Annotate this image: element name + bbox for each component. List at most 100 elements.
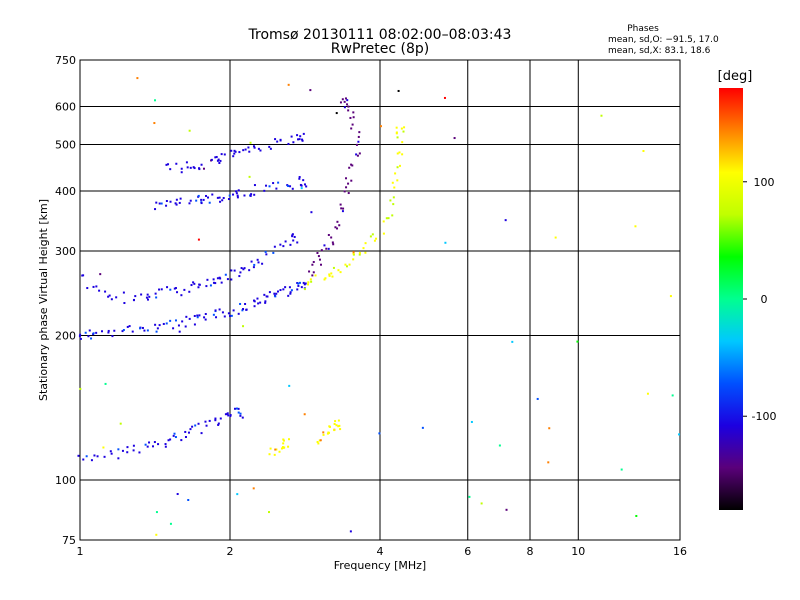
echo-point [242, 268, 245, 271]
echo-point [172, 327, 175, 330]
echo-point [230, 149, 233, 152]
echo-point [349, 116, 352, 119]
echo-point [239, 412, 242, 415]
echo-point [158, 324, 161, 327]
echo-point [167, 163, 170, 166]
echo-point [358, 152, 361, 155]
echo-point [265, 184, 268, 187]
outlier-point [379, 125, 382, 128]
echo-point [278, 450, 281, 453]
echo-point [144, 443, 147, 446]
echo-point [277, 181, 280, 184]
echo-point [132, 298, 135, 301]
echo-point [403, 126, 406, 129]
echo-point [146, 293, 149, 296]
echo-point [115, 296, 118, 299]
echo-point [121, 330, 124, 333]
echo-point [174, 319, 177, 322]
echo-point [358, 251, 361, 254]
echo-point [233, 407, 236, 410]
echo-point [214, 417, 217, 420]
echo-point [326, 432, 329, 435]
x-tick-label: 8 [527, 545, 534, 558]
echo-point [224, 413, 227, 416]
echo-point [328, 273, 331, 276]
echo-point [206, 278, 209, 281]
echo-point [352, 253, 355, 256]
echo-point [339, 203, 342, 206]
echo-point [104, 290, 107, 293]
echo-point [212, 313, 215, 316]
echo-point [327, 431, 330, 434]
echo-point [211, 193, 214, 196]
echo-point [289, 185, 292, 188]
echo-point [241, 416, 244, 419]
echo-point [140, 293, 143, 296]
echo-point [82, 458, 85, 461]
echo-point [227, 312, 230, 315]
echo-point [334, 226, 337, 229]
echo-point [319, 263, 322, 266]
outlier-point [310, 211, 313, 214]
echo-point [222, 197, 225, 200]
echo-point [382, 232, 385, 235]
y-tick-label: 300 [55, 245, 76, 258]
echo-point [196, 316, 199, 319]
echo-point [218, 196, 221, 199]
echo-point [204, 420, 207, 423]
y-tick-label: 200 [55, 330, 76, 343]
echo-point [277, 290, 280, 293]
echo-point [275, 187, 278, 190]
echo-point [86, 287, 89, 290]
echo-point [342, 207, 345, 210]
echo-point [316, 251, 319, 254]
echo-point [134, 295, 137, 298]
echo-point [401, 153, 404, 156]
echo-point [250, 193, 253, 196]
outlier-point [554, 236, 557, 239]
echo-point [396, 166, 399, 169]
echo-point [232, 193, 235, 196]
echo-point [382, 220, 385, 223]
echo-point [346, 103, 349, 106]
echo-point [317, 255, 320, 258]
echo-point [332, 266, 335, 269]
outlier-point [79, 387, 82, 390]
echo-point [350, 179, 353, 182]
outlier-point [268, 511, 271, 514]
echo-point [141, 326, 144, 329]
echo-point [305, 185, 308, 188]
stats-title: Phases [627, 24, 659, 34]
echo-point [248, 150, 251, 153]
outlier-point [468, 495, 471, 498]
echo-point [331, 241, 334, 244]
echo-point [351, 123, 354, 126]
echo-point [110, 452, 113, 455]
echo-point [224, 273, 227, 276]
outlier-point [678, 433, 681, 436]
echo-point [345, 177, 348, 180]
echo-point [398, 151, 401, 154]
colorbar-label: [deg] [718, 69, 753, 84]
echo-series [78, 281, 307, 340]
echo-point [259, 301, 262, 304]
echo-point [319, 439, 322, 442]
echo-series [154, 176, 308, 211]
echo-point [189, 428, 192, 431]
echo-point [364, 242, 367, 245]
echo-point [299, 183, 302, 186]
echo-point [219, 277, 222, 280]
echo-point [179, 197, 182, 200]
echo-point [298, 177, 301, 180]
echo-point [241, 309, 244, 312]
outlier-point [498, 444, 501, 447]
echo-point [338, 224, 341, 227]
outlier-point [421, 426, 424, 429]
echo-point [288, 286, 291, 289]
echo-point [200, 202, 203, 205]
echo-series [316, 419, 342, 445]
echo-point [178, 201, 181, 204]
outlier-point [287, 83, 290, 86]
echo-point [259, 149, 262, 152]
echo-point [204, 313, 207, 316]
